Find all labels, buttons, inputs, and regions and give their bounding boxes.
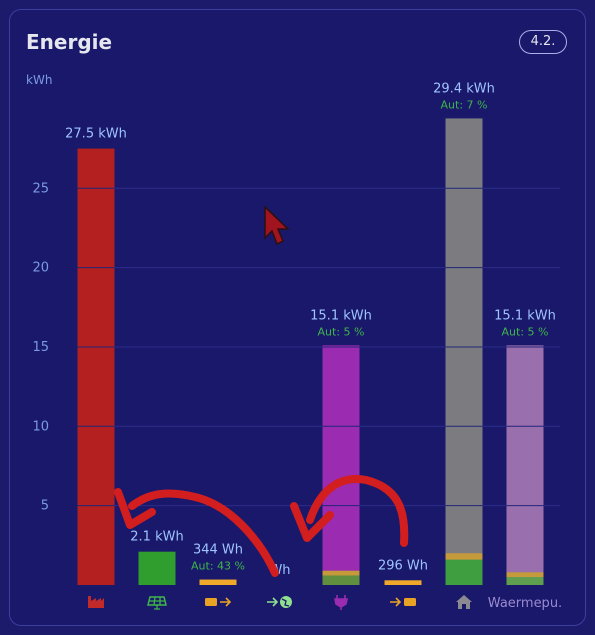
bar-grid_import[interactable] (77, 148, 115, 585)
battery-out-icon[interactable] (205, 597, 232, 607)
y-tick-label: 20 (32, 261, 49, 276)
y-axis-unit: kWh (26, 73, 53, 87)
y-tick-label: 25 (32, 181, 49, 196)
autarky-label: Aut: 5 % (318, 325, 365, 338)
y-tick-label: 5 (41, 499, 49, 514)
bar-battery_charge[interactable] (384, 580, 422, 585)
bar-value-label: 27.5 kWh (65, 127, 127, 142)
solar-panel-icon[interactable] (147, 596, 167, 610)
annotation-arrow-right (306, 475, 409, 547)
bar-segment-consumer (322, 575, 360, 585)
battery-in-icon[interactable] (390, 597, 416, 607)
bar-segment-home (445, 559, 483, 585)
category-label: Waermepu. (488, 596, 562, 611)
bar-value-label: 344 Wh (193, 543, 243, 558)
annotation-arrow-left (128, 489, 279, 577)
bar-solar[interactable] (138, 551, 176, 585)
bar-segment-home (445, 553, 483, 560)
mouse-cursor-icon (264, 205, 290, 246)
bar-value-label: 15.1 kWh (310, 308, 372, 323)
annotation-arrowhead-left (114, 488, 156, 529)
plug-icon[interactable] (334, 595, 348, 610)
y-tick-label: 15 (32, 340, 49, 355)
bar-segment-heatpump (506, 572, 544, 578)
bar-value-label: 15.1 kWh (494, 308, 556, 323)
bar-segment-consumer (322, 570, 360, 576)
annotation-arrowhead-right (290, 502, 334, 542)
bar-segment-heatpump (506, 577, 544, 585)
bar-value-label: 2.1 kWh (130, 530, 183, 545)
home-icon[interactable] (456, 595, 472, 609)
bar-value-label: 29.4 kWh (433, 81, 495, 96)
autarky-label: Aut: 43 % (191, 560, 245, 573)
date-badge-button[interactable]: 4.2. (519, 30, 567, 54)
annotation-arrows (114, 475, 409, 577)
y-tick-label: 10 (32, 419, 49, 434)
factory-icon[interactable] (88, 596, 104, 608)
autarky-label: Aut: 5 % (502, 325, 549, 338)
card-title: Energie (26, 30, 113, 54)
bar-heatpump[interactable] (506, 345, 544, 585)
autarky-label: Aut: 7 % (441, 98, 488, 111)
bar-value-label: 296 Wh (378, 558, 428, 573)
grid-export-icon[interactable] (267, 596, 292, 608)
bar-home[interactable] (445, 118, 483, 585)
bar-battery_discharge[interactable] (199, 579, 237, 585)
bar-consumer[interactable] (322, 345, 360, 585)
